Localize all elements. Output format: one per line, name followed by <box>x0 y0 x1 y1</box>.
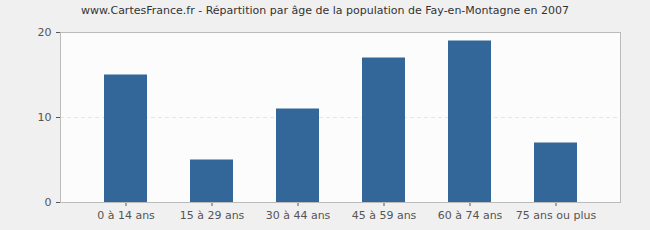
svg-text:10: 10 <box>38 111 52 124</box>
svg-text:60 à 74 ans: 60 à 74 ans <box>438 209 503 222</box>
svg-text:75 ans ou plus: 75 ans ou plus <box>516 209 597 222</box>
svg-text:15 à 29 ans: 15 à 29 ans <box>180 209 245 222</box>
svg-text:45 à 59 ans: 45 à 59 ans <box>352 209 417 222</box>
html-text:www.CartesFrance.fr - Répartit: www.CartesFrance.fr - Répartition par âg… <box>81 4 569 17</box>
svg-text:20: 20 <box>38 26 52 39</box>
svg-text:30 à 44 ans: 30 à 44 ans <box>266 209 331 222</box>
svg-text:0: 0 <box>45 196 52 209</box>
svg-text:0 à 14 ans: 0 à 14 ans <box>97 209 155 222</box>
